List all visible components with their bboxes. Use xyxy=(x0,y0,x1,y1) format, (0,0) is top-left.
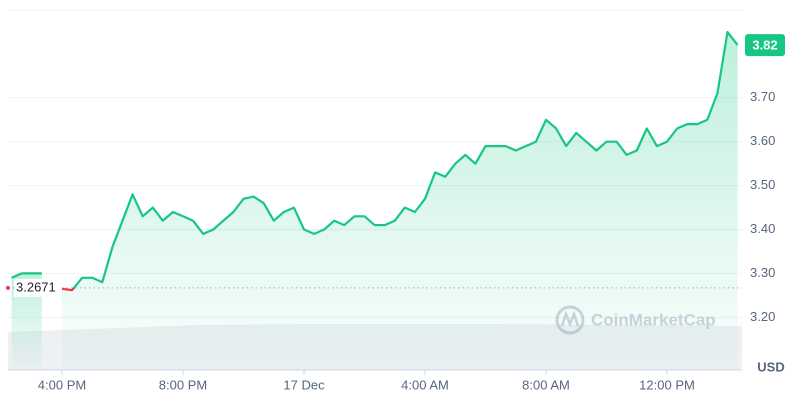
price-badge-label: 3.82 xyxy=(752,38,777,53)
watermark-logo xyxy=(555,305,585,335)
unit-label: USD xyxy=(757,359,784,374)
x-tick-label: 12:00 PM xyxy=(639,377,695,392)
y-tick-label: 3.30 xyxy=(750,265,775,280)
reference-label: 3.2671 xyxy=(16,279,56,294)
price-line xyxy=(11,30,739,292)
watermark-text: CoinMarketCap xyxy=(591,310,716,329)
x-tick-label: 4:00 AM xyxy=(401,377,449,392)
reference-dot xyxy=(6,285,10,290)
x-tick-label: 8:00 PM xyxy=(159,377,207,392)
watermark-logo-mark xyxy=(560,310,580,328)
reference-label-bg xyxy=(14,278,60,297)
y-tick-label: 3.20 xyxy=(750,309,775,324)
y-tick-label: 3.50 xyxy=(750,177,775,192)
watermark: CoinMarketCap xyxy=(555,305,716,335)
y-tick-label: 3.40 xyxy=(750,221,775,236)
price-badge xyxy=(745,34,785,57)
x-tick-label: 8:00 AM xyxy=(522,377,570,392)
y-tick-label: 3.60 xyxy=(750,133,775,148)
y-tick-label: 3.70 xyxy=(750,89,775,104)
area xyxy=(62,32,738,370)
x-tick-label: 4:00 PM xyxy=(38,377,86,392)
plot xyxy=(11,30,739,370)
x-tick-label: 17 Dec xyxy=(283,377,325,392)
area xyxy=(11,273,42,370)
